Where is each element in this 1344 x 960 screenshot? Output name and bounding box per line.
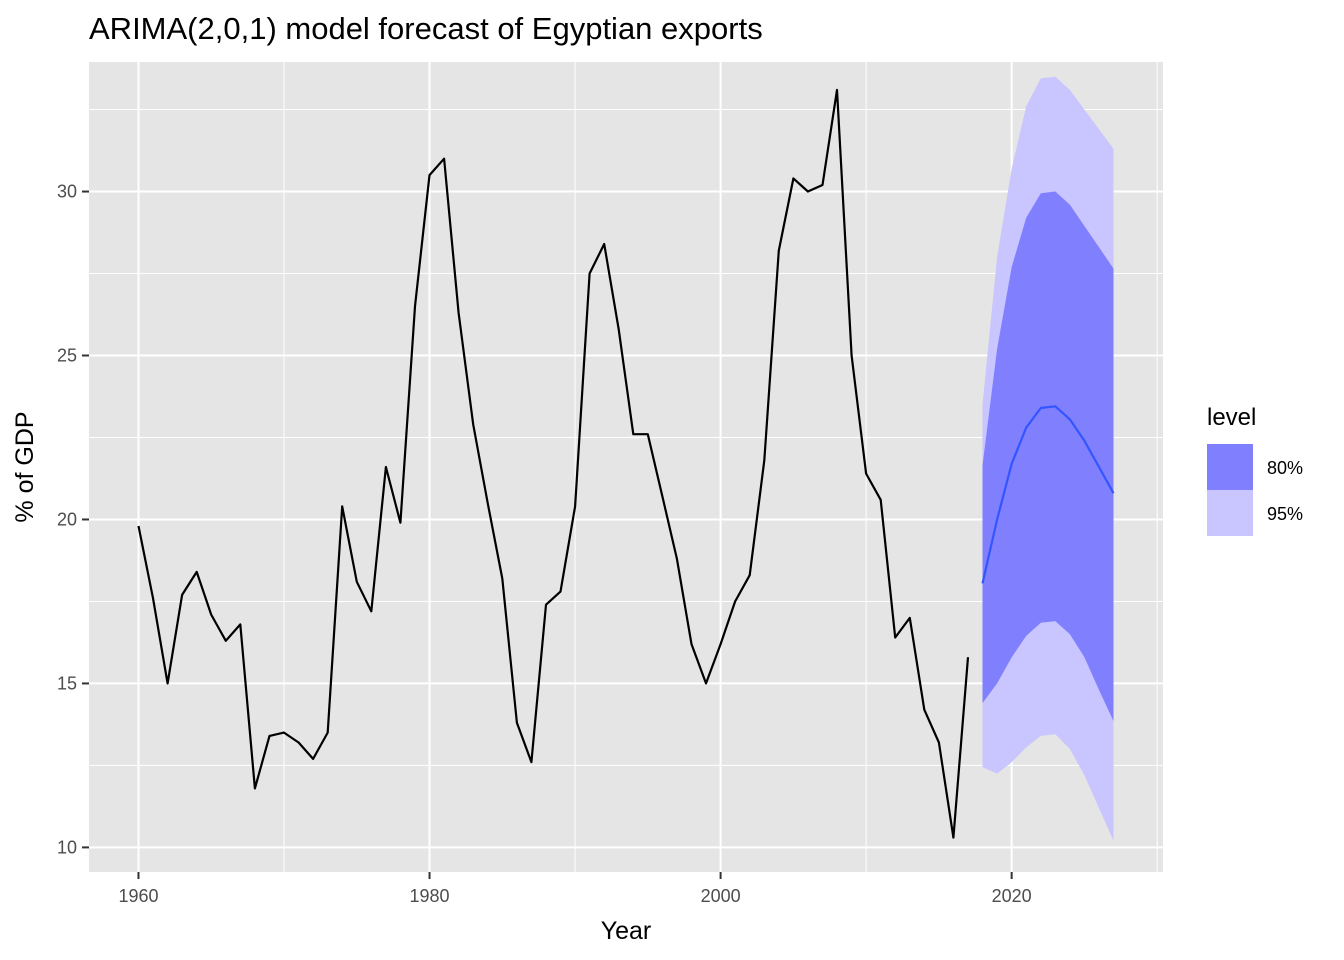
legend-label: 80% <box>1267 458 1303 478</box>
legend-swatch-80 <box>1207 444 1253 490</box>
y-tick-label: 20 <box>57 509 77 529</box>
y-axis-title: % of GDP <box>11 411 39 522</box>
x-axis-title: Year <box>601 917 652 945</box>
legend: level 80% 95% <box>1207 404 1303 536</box>
band-80 <box>982 191 1114 722</box>
y-tick-label: 10 <box>57 837 77 857</box>
y-tick-label: 25 <box>57 346 77 366</box>
x-tick-label: 2000 <box>701 886 741 906</box>
y-tick-label: 15 <box>57 673 77 693</box>
x-tick-label: 1980 <box>410 886 450 906</box>
axes: 1960 1980 2000 2020 10 15 20 25 30 <box>57 182 1032 906</box>
forecast-intervals <box>982 76 1114 841</box>
major-gridlines <box>89 62 1163 872</box>
forecast-mean-line <box>981 405 1115 584</box>
x-tick-label: 2020 <box>992 886 1032 906</box>
legend-swatch-95 <box>1207 490 1253 536</box>
chart-title: ARIMA(2,0,1) model forecast of Egyptian … <box>89 11 763 46</box>
legend-title: level <box>1207 404 1256 431</box>
history-line <box>137 88 970 839</box>
y-tick-label: 30 <box>57 182 77 202</box>
series-lines <box>137 88 1115 839</box>
x-tick-label: 1960 <box>118 886 158 906</box>
legend-label: 95% <box>1267 504 1303 524</box>
